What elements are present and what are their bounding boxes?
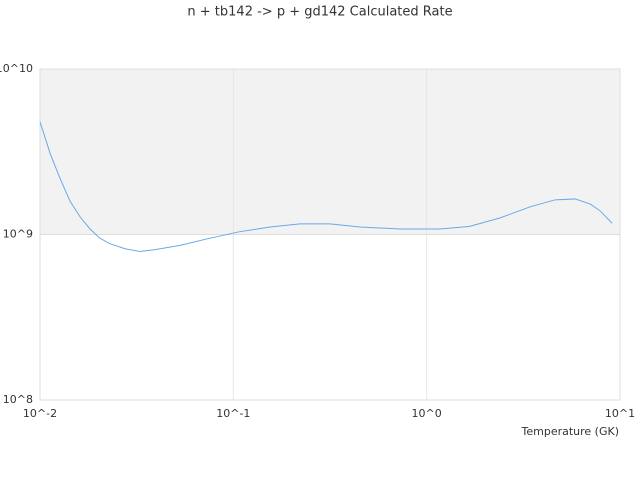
y-tick-label: 10^9 xyxy=(3,228,33,241)
plot-background xyxy=(40,69,620,235)
x-tick-label: 10^-2 xyxy=(23,407,57,420)
x-axis-label: Temperature (GK) xyxy=(521,425,620,438)
y-tick-label: 10^10 xyxy=(0,62,33,75)
y-tick-label: 10^8 xyxy=(3,393,33,406)
band xyxy=(40,69,620,235)
plot-border xyxy=(39,68,621,401)
chart-title: n + tb142 -> p + gd142 Calculated Rate xyxy=(187,5,452,20)
x-tick-label: 10^-1 xyxy=(216,407,250,420)
line xyxy=(39,121,613,252)
x-tick-label: 10^1 xyxy=(605,407,635,420)
x-tick-label: 10^0 xyxy=(412,407,442,420)
